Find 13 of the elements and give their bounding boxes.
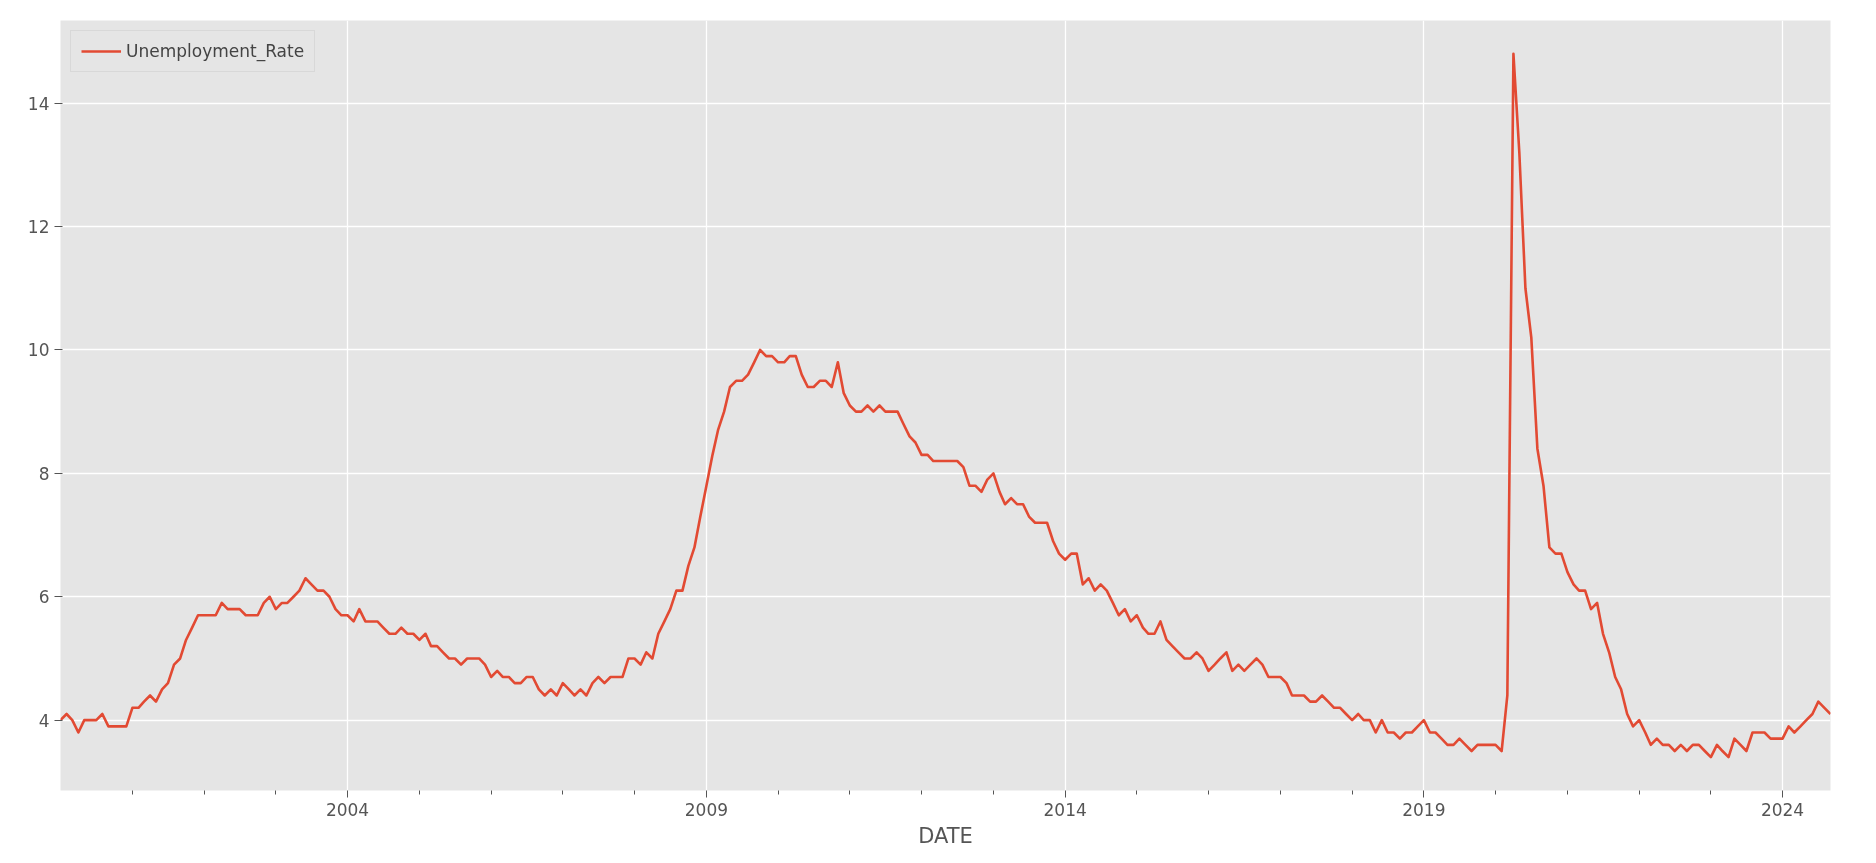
y-tick-label: 10: [27, 340, 50, 361]
legend-label: Unemployment_Rate: [126, 41, 305, 61]
x-tick-label: 2004: [325, 799, 370, 820]
x-tick-label: 2014: [1043, 799, 1087, 820]
y-tick-label: 8: [38, 463, 50, 484]
y-tick-label: 12: [27, 217, 50, 238]
x-tick-label: 2019: [1402, 799, 1446, 820]
x-axis-title: DATE: [918, 823, 973, 848]
y-tick-label: 6: [38, 587, 50, 608]
y-tick-label: 4: [38, 710, 50, 731]
x-tick-label: 2009: [684, 799, 729, 820]
y-tick-label: 14: [27, 93, 50, 114]
x-tick-label: 2024: [1760, 799, 1805, 820]
